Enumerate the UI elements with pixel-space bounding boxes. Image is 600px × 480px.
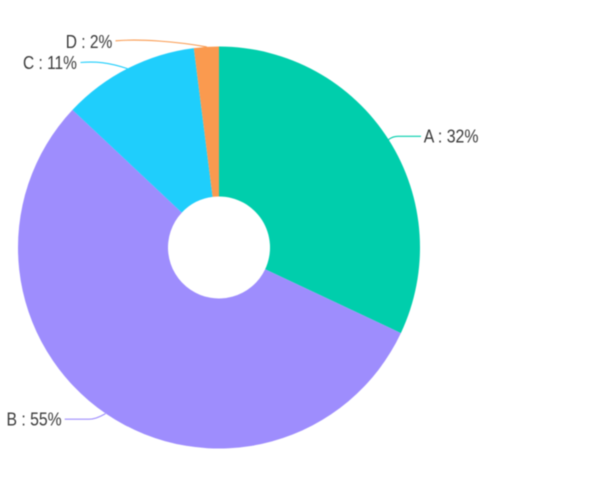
svg-text:B : 55%: B : 55% bbox=[7, 409, 62, 430]
svg-text:A : 32%: A : 32% bbox=[424, 125, 479, 146]
svg-text:C : 11%: C : 11% bbox=[23, 52, 77, 73]
svg-text:D : 2%: D : 2% bbox=[66, 31, 113, 52]
